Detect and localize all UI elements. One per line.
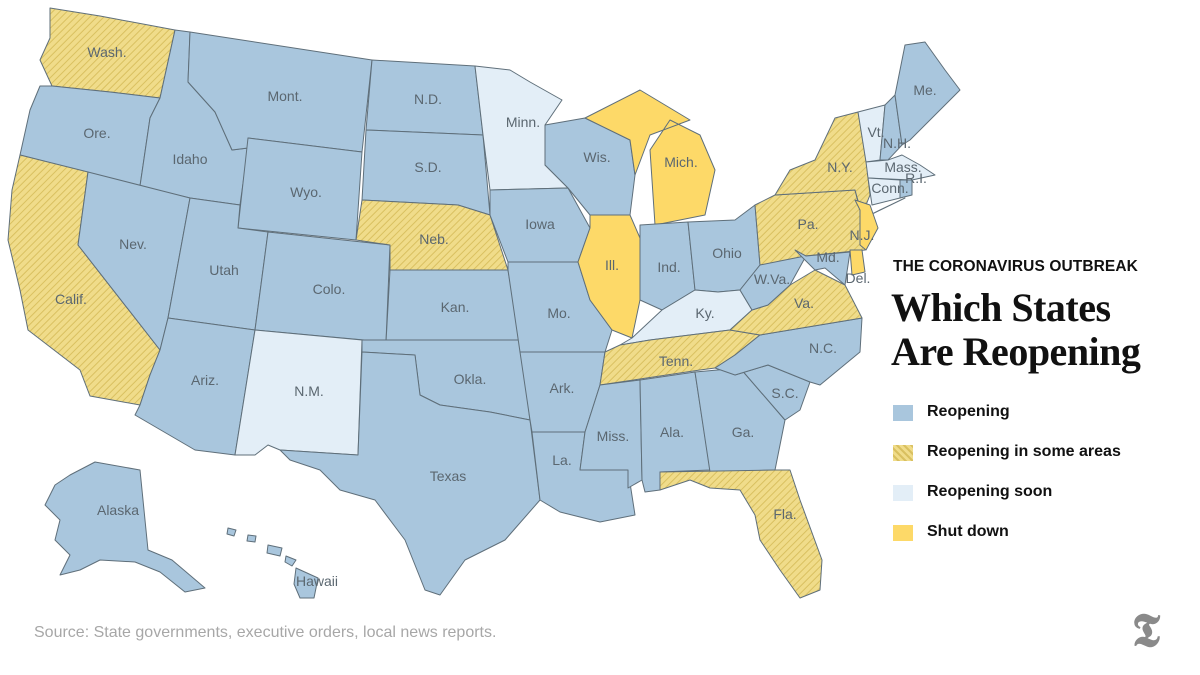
label-az: Ariz. xyxy=(191,372,219,388)
label-vt: Vt. xyxy=(867,124,884,140)
label-md: Md. xyxy=(816,249,839,265)
label-ma: Mass. xyxy=(884,159,921,175)
label-ny: N.Y. xyxy=(827,159,852,175)
label-nd: N.D. xyxy=(414,91,442,107)
label-nc: N.C. xyxy=(809,340,837,356)
legend: Reopening Reopening in some areas Reopen… xyxy=(893,402,1183,562)
legend-label-some: Reopening in some areas xyxy=(927,443,1121,460)
label-ct: Conn. xyxy=(871,180,908,196)
label-mi: Mich. xyxy=(664,154,697,170)
label-fl: Fla. xyxy=(773,506,796,522)
label-ga: Ga. xyxy=(732,424,755,440)
state-shapes xyxy=(7,7,961,599)
legend-label-reopening: Reopening xyxy=(927,403,1010,420)
label-ut: Utah xyxy=(209,262,239,278)
swatch-reopening xyxy=(893,405,913,421)
label-va: Va. xyxy=(794,295,814,311)
swatch-shut xyxy=(893,525,913,541)
label-ar: Ark. xyxy=(550,380,575,396)
state-michigan xyxy=(584,89,716,226)
label-de: Del. xyxy=(846,270,871,286)
label-mn: Minn. xyxy=(506,114,540,130)
state-new-hampshire xyxy=(879,94,903,161)
label-pa: Pa. xyxy=(797,216,818,232)
label-wi: Wis. xyxy=(583,149,610,165)
label-hi: Hawaii xyxy=(296,573,338,589)
state-florida xyxy=(659,469,823,599)
label-wv: W.Va. xyxy=(754,271,790,287)
legend-item-reopening: Reopening xyxy=(893,402,1183,442)
label-sd: S.D. xyxy=(414,159,441,175)
label-ok: Okla. xyxy=(454,371,487,387)
label-tn: Tenn. xyxy=(659,353,693,369)
label-ne: Neb. xyxy=(419,231,449,247)
label-ca: Calif. xyxy=(55,291,87,307)
label-or: Ore. xyxy=(83,125,110,141)
state-alaska xyxy=(44,461,206,593)
state-new-jersey xyxy=(854,199,879,251)
label-wy: Wyo. xyxy=(290,184,322,200)
legend-label-soon: Reopening soon xyxy=(927,483,1053,500)
legend-label-shut: Shut down xyxy=(927,523,1009,540)
label-oh: Ohio xyxy=(712,245,742,261)
label-nh: N.H. xyxy=(883,135,911,151)
label-nm: N.M. xyxy=(294,383,324,399)
title-line-2: Are Reopening xyxy=(891,329,1141,374)
label-co: Colo. xyxy=(313,281,346,297)
state-hawaii xyxy=(226,527,319,599)
state-texas xyxy=(279,351,541,596)
swatch-soon xyxy=(893,485,913,501)
label-al: Ala. xyxy=(660,424,684,440)
label-ia: Iowa xyxy=(525,216,555,232)
label-sc: S.C. xyxy=(771,385,798,401)
source-note: Source: State governments, executive ord… xyxy=(34,624,497,641)
page-title: Which States Are Reopening xyxy=(891,286,1191,374)
state-illinois xyxy=(577,214,641,339)
label-wa: Wash. xyxy=(87,44,126,60)
label-nv: Nev. xyxy=(119,236,147,252)
label-tx: Texas xyxy=(430,468,467,484)
nyt-logo: 𝕿 xyxy=(1131,605,1161,656)
label-il: Ill. xyxy=(605,257,619,273)
label-ms: Miss. xyxy=(597,428,630,444)
kicker: THE CORONAVIRUS OUTBREAK xyxy=(893,258,1138,275)
label-ks: Kan. xyxy=(441,299,470,315)
label-ak: Alaska xyxy=(97,502,139,518)
state-maine xyxy=(894,41,961,146)
label-la: La. xyxy=(552,452,571,468)
label-ri: R.I. xyxy=(905,170,927,186)
legend-item-some: Reopening in some areas xyxy=(893,442,1183,482)
label-in: Ind. xyxy=(657,259,680,275)
label-nj: N.J. xyxy=(850,227,875,243)
label-mt: Mont. xyxy=(267,88,302,104)
swatch-some xyxy=(893,445,913,461)
label-ky: Ky. xyxy=(695,305,714,321)
label-id: Idaho xyxy=(172,151,207,167)
label-mo: Mo. xyxy=(547,305,570,321)
title-line-1: Which States xyxy=(891,285,1111,330)
legend-item-shut: Shut down xyxy=(893,522,1183,562)
label-me: Me. xyxy=(913,82,936,98)
legend-item-soon: Reopening soon xyxy=(893,482,1183,522)
state-labels: Wash. Ore. Calif. Idaho Nev. Mont. Wyo. … xyxy=(55,44,937,589)
state-rhode-island xyxy=(899,179,913,199)
state-delaware xyxy=(849,249,866,276)
